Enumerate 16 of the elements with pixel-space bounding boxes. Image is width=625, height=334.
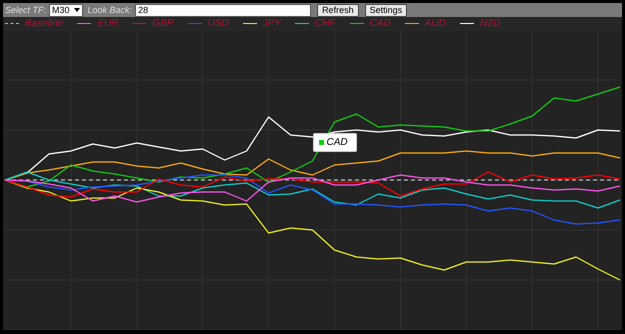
legend-label: GBP [152, 18, 174, 29]
text: 28 [135, 4, 312, 16]
annotation: CAD [326, 137, 348, 148]
legend-label: AUD [424, 18, 446, 29]
text: Refresh [317, 4, 359, 16]
legend-label: NZD [480, 18, 500, 29]
text: Look Back: [88, 5, 132, 15]
legend-label: Baseline [25, 18, 64, 29]
text: Settings [364, 4, 408, 16]
legend-label: USD [208, 18, 229, 29]
legend-label: EUR [97, 18, 118, 29]
legend-label: JPY [262, 18, 282, 29]
legend-label: CHF [315, 18, 336, 29]
text: Select TF: [5, 5, 46, 15]
text: M30 [49, 4, 83, 16]
legend-label: CAD [370, 18, 391, 29]
